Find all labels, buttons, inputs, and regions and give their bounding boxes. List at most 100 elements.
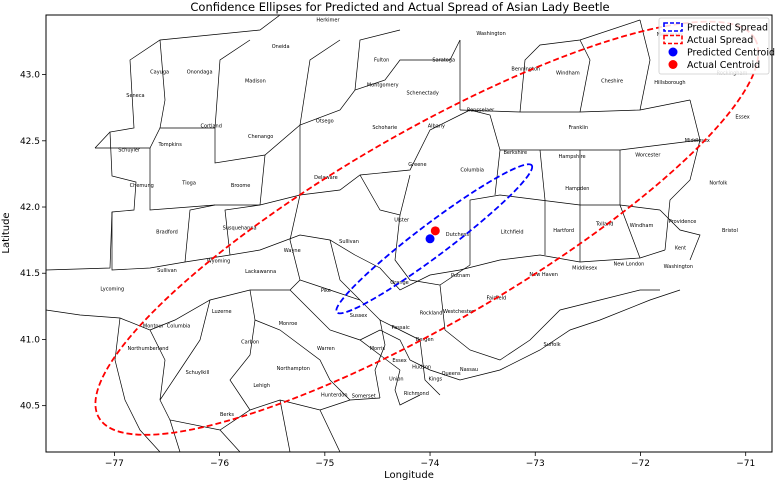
county-label: Oneida [272,44,290,50]
county-label: Columbia [167,324,191,330]
county-label: Warren [317,346,335,352]
county-label: Wayne [284,248,301,254]
county-label: Broome [231,183,250,189]
legend-marker [668,60,678,69]
county-label: Middlesex [572,265,597,271]
county-label: Hartford [553,228,574,234]
y-tick-label: 42.0 [20,203,40,213]
county-label: Cayuga [150,69,169,75]
county-label: Rockland [420,310,443,316]
county-label: Wyoming [207,259,230,265]
county-label: Carbon [241,339,259,345]
county-label: Washington [664,264,693,270]
county-label: Queens [442,371,461,377]
legend-label: Predicted Centroid [687,48,775,59]
county-label: Norfolk [709,181,727,187]
county-label: Otsego [316,118,334,124]
legend-label: Actual Centroid [687,60,760,71]
county-label: Putnam [451,273,470,279]
county-label: Orange [390,280,408,286]
x-tick-label: −73 [526,459,545,469]
county-label: Pike [321,288,331,294]
y-tick-label: 43.0 [20,71,40,81]
x-tick-label: −71 [736,459,755,469]
centroid-points [425,226,440,244]
county-label: Passaic [391,325,410,331]
x-tick-label: −74 [421,459,440,469]
county-label: Suffolk [544,342,561,348]
y-tick-label: 41.5 [20,269,40,279]
county-label: Hampden [565,186,589,192]
county-label: Dutchess [446,232,470,238]
county-label: Franklin [569,125,589,131]
county-label: Schuylkill [186,370,210,376]
county-label: Windham [630,223,654,229]
county-label: Washington [476,31,505,37]
county-label: Saratoga [432,57,455,63]
county-label: Richmond [404,391,429,397]
county-label: Essex [735,114,749,120]
county-label: Northumberland [127,346,168,352]
county-label: Bennington [511,67,540,73]
y-tick-label: 42.5 [20,137,40,147]
x-tick-label: −75 [315,459,334,469]
county-label: Columbia [460,167,484,173]
x-tick-label: −77 [105,459,124,469]
county-label: Northampton [277,366,310,372]
county-label: Tolland [595,222,613,228]
county-label: Onondaga [187,69,213,75]
county-label: Schuyler [118,147,141,153]
county-label: Schoharie [372,125,397,131]
legend-swatch [663,22,683,32]
county-label: Berkshire [503,150,527,156]
county-label: Monroe [279,321,298,327]
plot-frame [45,14,773,453]
county-label: Susquehanna [223,226,257,232]
county-label: Tioga [181,181,196,187]
legend-box [658,17,770,75]
y-tick-label: 40.5 [20,402,40,412]
county-label: New London [613,261,644,267]
county-label: Somerset [352,394,376,400]
county-label: Sussex [350,313,368,319]
county-map [46,15,701,452]
actual-centroid-point [430,226,440,236]
y-axis: 40.5 41.0 41.5 42.0 42.5 43.0 [20,71,46,412]
county-label: Middlesex [685,138,710,144]
county-label: Westchester [443,309,475,315]
county-label: Montgomery [367,83,399,89]
county-label: Chemung [130,183,154,189]
y-axis-label: Latitude [1,212,12,253]
county-label: New Haven [529,272,558,278]
county-label: Kent [675,245,686,251]
county-label: Berks [220,412,234,418]
legend-swatch [663,34,683,45]
county-label: Schenectady [407,90,439,96]
county-label: Chenango [248,134,273,140]
county-label: Ulster [394,218,410,224]
county-label: Lehigh [253,383,270,389]
x-axis: −77 −76 −75 −74 −73 −72 −71 [105,452,755,469]
predicted-centroid-point [425,234,435,244]
county-label: Luzerne [212,309,232,315]
county-label: Cortland [201,124,222,130]
county-label: Albany [428,124,445,130]
county-label: Kings [428,376,442,382]
county-label: Nassau [460,367,478,373]
county-label: Seneca [126,93,144,99]
county-label: Cheshire [601,79,623,85]
county-label: Hillsborough [654,80,685,86]
county-label: Bergen [416,337,434,343]
county-label: Sullivan [339,239,359,245]
x-axis-label: Longitude [384,470,434,481]
county-label: Hunterdon [321,392,348,398]
county-label: Worcester [635,153,661,159]
county-label: Hampshire [559,154,586,160]
county-label: Morris [370,346,386,352]
county-label: Hudson [412,365,431,371]
x-tick-label: −76 [210,459,229,469]
legend-marker [668,47,678,57]
legend-label: Predicted Spread [687,23,768,34]
